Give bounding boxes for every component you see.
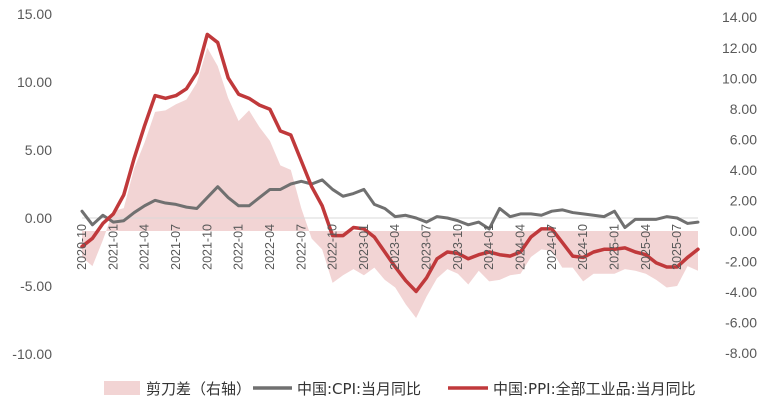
right-tick-label: 10.00 (722, 70, 757, 86)
legend-label-scissors-gap: 剪刀差（右轴） (146, 380, 251, 398)
series-line-cpi (80, 178, 700, 231)
right-tick-label: 8.00 (730, 101, 757, 117)
x-tick-label: 2025-07 (670, 224, 684, 270)
left-tick-label: 10.00 (17, 74, 52, 90)
x-tick-label: 2023-07 (420, 224, 434, 270)
series-area-scissors-gap (82, 47, 698, 319)
scissors-gap-area-layer (82, 47, 698, 319)
right-tick-label: 6.00 (730, 131, 757, 147)
right-tick-label: 12.00 (722, 40, 757, 56)
right-tick-label: 0.00 (730, 223, 757, 239)
x-tick-label: 2025-01 (607, 224, 621, 270)
right-tick-label: 2.00 (730, 192, 757, 208)
right-tick-label: -2.00 (725, 254, 757, 270)
left-axis-ticks: 15.00 10.00 5.00 0.00 -5.00 -10.00 (12, 6, 52, 362)
left-tick-label: 5.00 (25, 142, 52, 158)
left-tick-label: 15.00 (17, 6, 52, 22)
x-tick-label: 2024-01 (482, 224, 496, 270)
right-tick-label: 14.00 (722, 9, 757, 25)
left-tick-label: -5.00 (20, 278, 52, 294)
x-tick-label: 2024-10 (576, 224, 590, 270)
x-tick-label: 2023-10 (451, 224, 465, 270)
x-tick-label: 2021-10 (200, 224, 214, 270)
x-tick-label: 2022-10 (326, 224, 340, 270)
x-tick-label: 2021-04 (138, 224, 152, 270)
x-tick-label: 2021-01 (106, 224, 120, 270)
left-tick-label: -10.00 (12, 346, 52, 362)
x-tick-label: 2023-01 (357, 224, 371, 270)
right-tick-label: -4.00 (725, 284, 757, 300)
x-tick-label: 2024-04 (514, 224, 528, 270)
right-tick-label: 4.00 (730, 162, 757, 178)
x-tick-label: 2021-07 (169, 224, 183, 270)
x-tick-label: 2022-01 (232, 224, 246, 270)
x-tick-label: 2020-10 (75, 224, 89, 270)
legend-label-ppi: 中国:PPI:全部工业品:当月同比 (493, 380, 696, 398)
right-axis-ticks: 14.00 12.00 10.00 8.00 6.00 4.00 2.00 0.00 -2.00… (722, 9, 757, 361)
x-tick-label: 2025-04 (639, 224, 653, 270)
x-tick-label: 2024-07 (545, 224, 559, 270)
series-line-ppi (80, 32, 700, 294)
x-tick-label: 2022-04 (263, 224, 277, 270)
series-lines-layer (80, 32, 700, 294)
legend: 剪刀差（右轴） 中国:CPI:当月同比 中国:PPI:全部工业品:当月同比 (104, 380, 696, 398)
x-axis-ticks: 2020-10 2021-01 2021-04 2021-07 2021-10 2022-… (75, 224, 684, 270)
x-tick-label: 2023-04 (388, 224, 402, 270)
left-tick-label: 0.00 (25, 210, 52, 226)
legend-swatch-scissors-gap (104, 381, 140, 395)
x-tick-label: 2022-07 (294, 224, 308, 270)
right-tick-label: -8.00 (725, 345, 757, 361)
legend-label-cpi: 中国:CPI:当月同比 (297, 380, 421, 398)
right-tick-label: -6.00 (725, 315, 757, 331)
